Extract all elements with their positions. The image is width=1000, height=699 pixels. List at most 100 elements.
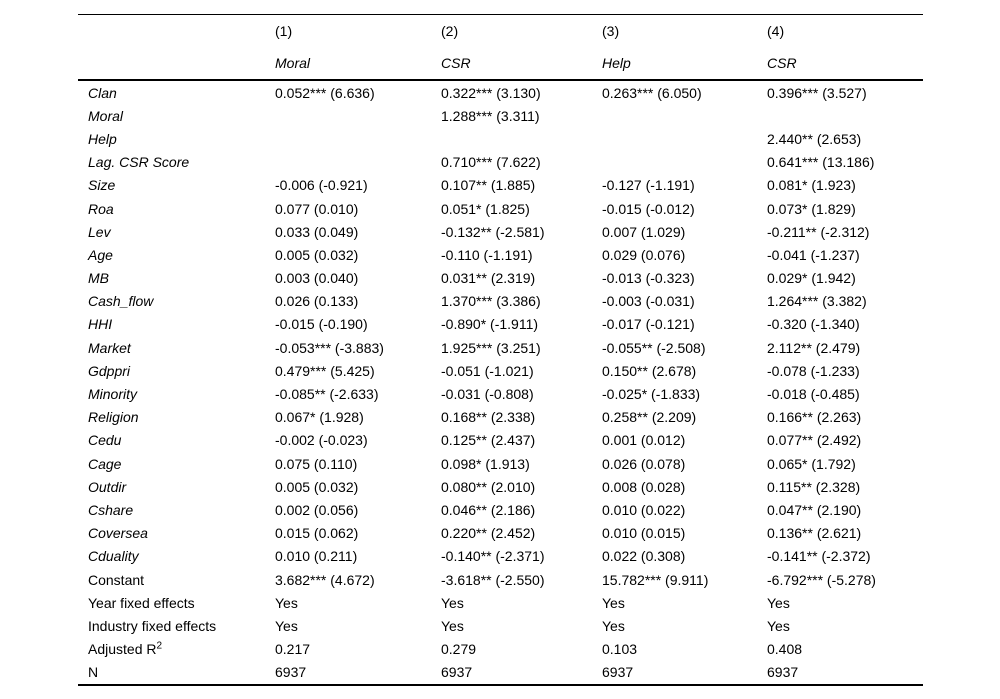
cell-value: 0.026 (0.133) <box>275 293 359 310</box>
cell-value: 0.015 (0.062) <box>275 525 359 542</box>
cell-value: 0.077** (2.492) <box>767 432 862 449</box>
table-header: (1) (2) (3) (4) Moral CSR Help CSR <box>78 15 923 81</box>
cell-value: 6937 <box>767 664 799 681</box>
cell-value <box>602 127 767 150</box>
cell-value: 0.073* (1.829) <box>767 200 856 217</box>
cell-value: 0.065* (1.792) <box>767 455 856 472</box>
cell-value: 15.782*** (9.911) <box>602 571 709 588</box>
row-label: MB <box>88 270 109 287</box>
cell-value: 0.168** (2.338) <box>441 409 536 426</box>
cell-value: 1.264*** (3.382) <box>767 293 867 310</box>
cell-value: 0.047** (2.190) <box>767 501 862 518</box>
cell-value: -0.078 (-1.233) <box>767 362 860 379</box>
row-label: Minority <box>88 386 138 403</box>
cell-value: 0.001 (0.012) <box>602 432 686 449</box>
cell-value <box>275 151 441 174</box>
cell-value: 0.052*** (6.636) <box>275 84 375 101</box>
cell-value: -0.025* (-1.833) <box>602 386 701 403</box>
cell-value: 0.075 (0.110) <box>275 455 358 472</box>
cell-value: 0.136** (2.621) <box>767 525 862 542</box>
cell-value: 6937 <box>602 664 634 681</box>
cell-value: 0.166** (2.263) <box>767 409 862 426</box>
table-row: Size -0.006 (-0.921) 0.107** (1.885) -0.127… <box>78 174 923 197</box>
cell-value: -0.017 (-0.121) <box>602 316 695 333</box>
cell-value: 0.115** (2.328) <box>767 478 861 495</box>
cell-value: 0.077 (0.010) <box>275 200 359 217</box>
row-label: Gdppri <box>88 362 131 379</box>
header-empty-cell <box>78 47 275 81</box>
model-number-row: (1) (2) (3) (4) <box>78 15 923 48</box>
cell-value: 0.408 <box>767 641 803 658</box>
cell-value: 0.080** (2.010) <box>441 478 536 495</box>
row-label: Lev <box>88 223 111 240</box>
cell-value: -0.006 (-0.921) <box>275 177 368 194</box>
cell-value: 0.217 <box>275 641 311 658</box>
model-number: (4) <box>767 23 785 39</box>
table-row: Lag. CSR Score 0.710*** (7.622) 0.641*** (… <box>78 151 923 174</box>
cell-value: Yes <box>767 594 790 611</box>
cell-value: 0.051* (1.825) <box>441 200 530 217</box>
cell-value: 0.081* (1.923) <box>767 177 856 194</box>
cell-value: 2.440** (2.653) <box>767 130 862 147</box>
cell-value: 6937 <box>441 664 473 681</box>
dependent-variable: CSR <box>767 47 923 81</box>
cell-value <box>275 104 441 127</box>
table-row: Cedu -0.002 (-0.023) 0.125** (2.437) 0.001 … <box>78 429 923 452</box>
cell-value: 0.010 (0.015) <box>602 525 686 542</box>
cell-value: Yes <box>441 617 464 634</box>
cell-value: 0.067* (1.928) <box>275 409 364 426</box>
cell-value: 0.258** (2.209) <box>602 409 697 426</box>
cell-value <box>275 127 441 150</box>
cell-value: -3.618** (-2.550) <box>441 571 545 588</box>
cell-value: 0.396*** (3.527) <box>767 84 867 101</box>
table-row: Cage 0.075 (0.110) 0.098* (1.913) 0.026 (0.… <box>78 452 923 475</box>
cell-value: 0.005 (0.032) <box>275 246 359 263</box>
table-row: Adjusted R2 0.217 0.279 0.103 0.408 <box>78 638 923 661</box>
cell-value: 0.008 (0.028) <box>602 478 686 495</box>
cell-value: 0.107** (1.885) <box>441 177 536 194</box>
table-row: Coversea 0.015 (0.062) 0.220** (2.452) 0.01… <box>78 522 923 545</box>
table-body: Clan 0.052*** (6.636) 0.322*** (3.130) 0.26… <box>78 80 923 685</box>
table-row: Industry fixed effects Yes Yes Yes Yes <box>78 614 923 637</box>
cell-value: Yes <box>602 617 625 634</box>
cell-value: -0.127 (-1.191) <box>602 177 695 194</box>
cell-value: 1.925*** (3.251) <box>441 339 541 356</box>
cell-value: -0.140** (-2.371) <box>441 548 545 565</box>
table-row: Cash_flow 0.026 (0.133) 1.370*** (3.386) -0… <box>78 290 923 313</box>
cell-value: 0.710*** (7.622) <box>441 154 541 171</box>
cell-value: -0.051 (-1.021) <box>441 362 534 379</box>
cell-value <box>767 104 923 127</box>
dependent-variable: Moral <box>275 47 441 81</box>
row-label-superscript: 2 <box>156 640 163 652</box>
header-empty-cell <box>78 15 275 48</box>
cell-value: 0.026 (0.078) <box>602 455 686 472</box>
row-label: Cage <box>88 455 122 472</box>
cell-value: -0.085** (-2.633) <box>275 386 379 403</box>
model-number: (2) <box>441 23 459 39</box>
table-row: Outdir 0.005 (0.032) 0.080** (2.010) 0.008 … <box>78 475 923 498</box>
row-label: Cedu <box>88 432 122 449</box>
cell-value: 0.010 (0.022) <box>602 501 686 518</box>
row-label: Help <box>88 130 117 147</box>
table-row: Minority -0.085** (-2.633) -0.031 (-0.808)… <box>78 382 923 405</box>
cell-value: 0.098* (1.913) <box>441 455 530 472</box>
cell-value: -0.015 (-0.012) <box>602 200 695 217</box>
cell-value: 0.322*** (3.130) <box>441 84 541 101</box>
cell-value: -0.055** (-2.508) <box>602 339 706 356</box>
row-label: Cshare <box>88 501 134 518</box>
cell-value: -0.018 (-0.485) <box>767 386 860 403</box>
model-number: (1) <box>275 23 293 39</box>
table-row: Cduality 0.010 (0.211) -0.140** (-2.371) 0.… <box>78 545 923 568</box>
table-row: Clan 0.052*** (6.636) 0.322*** (3.130) 0.26… <box>78 80 923 104</box>
cell-value: 3.682*** (4.672) <box>275 571 375 588</box>
table-row: Moral 1.288*** (3.311) <box>78 104 923 127</box>
cell-value: 0.150** (2.678) <box>602 362 697 379</box>
table-row: N 6937 6937 6937 6937 <box>78 661 923 685</box>
table-row: Constant 3.682*** (4.672) -3.618** (-2.550… <box>78 568 923 591</box>
cell-value: 0.005 (0.032) <box>275 478 359 495</box>
table-row: Lev 0.033 (0.049) -0.132** (-2.581) 0.007 (… <box>78 220 923 243</box>
dependent-variable: Help <box>602 47 767 81</box>
dependent-variable-row: Moral CSR Help CSR <box>78 47 923 81</box>
cell-value: 0.003 (0.040) <box>275 270 359 287</box>
